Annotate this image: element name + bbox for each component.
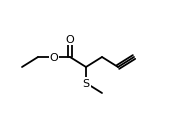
- Text: S: S: [82, 78, 90, 88]
- Text: O: O: [50, 53, 58, 62]
- Text: O: O: [66, 35, 74, 45]
